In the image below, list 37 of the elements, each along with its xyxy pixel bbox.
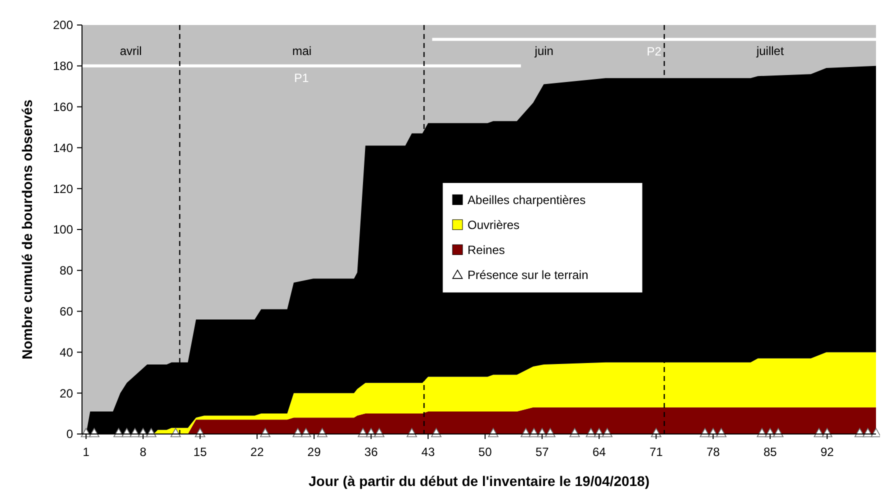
y-tick-label: 140 xyxy=(52,140,74,155)
x-tick-label: 71 xyxy=(649,445,664,459)
x-axis-title: Jour (à partir du début de l'inventaire le 19/04/2018) xyxy=(308,473,650,489)
y-tick-label: 60 xyxy=(60,304,74,318)
x-tick-label: 92 xyxy=(820,445,834,459)
y-tick-label: 180 xyxy=(52,59,74,74)
legend-label: Abeilles charpentières xyxy=(468,192,586,207)
x-tick-label: 64 xyxy=(592,445,606,459)
x-tick-label: 78 xyxy=(706,445,720,459)
x-tick-label: 85 xyxy=(763,445,778,459)
x-tick-label: 57 xyxy=(535,445,550,459)
annotation: avril xyxy=(120,44,142,58)
legend-label: Reines xyxy=(468,242,505,257)
y-tick-label: 120 xyxy=(52,182,74,196)
x-tick-label: 15 xyxy=(193,445,208,459)
x-tick-label: 1 xyxy=(82,445,90,459)
x-tick-label: 43 xyxy=(421,445,436,459)
y-tick-label: 200 xyxy=(52,18,74,32)
annotation: juin xyxy=(534,44,554,58)
x-tick-label: 36 xyxy=(364,445,378,459)
annotation: juillet xyxy=(755,44,784,58)
legend-label: Ouvrières xyxy=(468,218,520,232)
annotation: mai xyxy=(292,44,312,58)
x-tick-label: 22 xyxy=(250,445,264,459)
y-tick-label: 40 xyxy=(60,345,74,360)
y-tick-label: 100 xyxy=(52,222,74,237)
y-tick-label: 0 xyxy=(66,427,74,442)
series-label: P2 xyxy=(646,44,662,58)
y-tick-label: 160 xyxy=(52,100,74,114)
y-tick-label: 80 xyxy=(60,264,74,278)
legend-label: Présence sur le terrain xyxy=(468,268,588,282)
x-tick-label: 8 xyxy=(140,445,147,459)
y-tick-label: 20 xyxy=(60,386,74,400)
y-axis-title: Nombre cumulé de bourdons observés xyxy=(19,99,35,360)
x-tick-label: 50 xyxy=(478,445,492,459)
series-label: P1 xyxy=(294,70,310,85)
x-tick-label: 29 xyxy=(307,445,322,459)
